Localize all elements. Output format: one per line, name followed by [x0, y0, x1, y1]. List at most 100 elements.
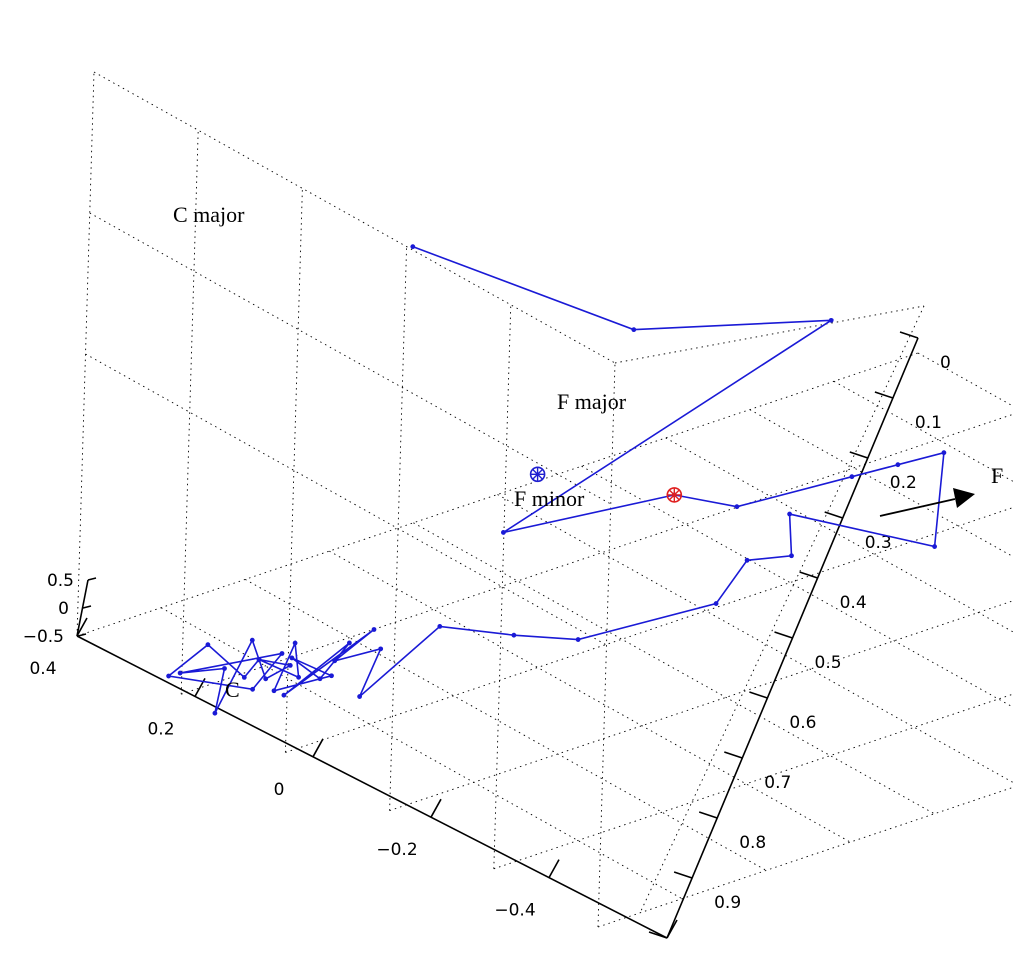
- grid-line-c: [389, 600, 1013, 812]
- c-tick-label: 0.2: [147, 719, 174, 739]
- f-tick-label: 0.9: [714, 893, 741, 913]
- axis-line-z: [76, 579, 89, 637]
- grid-line-wall-mid: [89, 212, 611, 505]
- trajectory-point: [177, 670, 183, 676]
- grid-line-rim: [614, 305, 925, 364]
- grid-lines: [76, 71, 1013, 928]
- grid-line-f: [581, 465, 1013, 708]
- grid-line-wall: [493, 304, 512, 869]
- trajectory-point: [511, 632, 517, 638]
- grid-line-wall: [76, 71, 95, 637]
- trajectory-point: [317, 676, 323, 682]
- trajectory-point: [849, 474, 855, 480]
- f-tick-label: 0.7: [764, 773, 791, 793]
- axes: [76, 331, 919, 939]
- grid-line-c: [493, 693, 1013, 870]
- f-tick-mark: [774, 631, 793, 639]
- grid-line-wall: [284, 188, 303, 753]
- trajectory-point: [932, 544, 937, 549]
- trajectory-point: [222, 666, 227, 671]
- f-tick-mark: [799, 571, 818, 579]
- c-tick-label: −0.4: [494, 901, 535, 921]
- f-tick-mark: [673, 871, 693, 879]
- grid-line-f: [497, 494, 1013, 783]
- trajectory-point: [410, 244, 416, 250]
- trajectory-point: [575, 637, 581, 642]
- f-tick-mark: [648, 931, 668, 939]
- trajectory-point: [713, 601, 719, 606]
- f-tick-label: 0: [940, 353, 951, 373]
- f-direction-arrow: [879, 488, 975, 517]
- grid-line-wall: [180, 130, 199, 695]
- grid-line-c: [285, 507, 1013, 753]
- tick-labels: 0.40.20−0.2−0.4−0.600.10.20.30.40.50.60.…: [23, 353, 951, 955]
- c-tick-label: 0.4: [29, 659, 56, 679]
- grid-line-f: [665, 437, 1013, 633]
- c-tick-label: −0.2: [376, 840, 417, 860]
- key-marker-f-major: [666, 487, 683, 503]
- f-tick-label: 1: [689, 953, 700, 955]
- trajectory-point: [279, 651, 285, 656]
- trajectory-point: [256, 657, 262, 662]
- grid-line-f: [329, 550, 851, 843]
- trajectory-point: [271, 688, 277, 694]
- trajectory-point: [378, 646, 384, 652]
- trajectory-point: [347, 640, 352, 646]
- grid-line-f: [160, 607, 683, 900]
- z-tick-label: 0: [58, 599, 69, 619]
- z-tick-mark: [87, 577, 97, 581]
- f-tick-mark: [698, 811, 718, 819]
- f-tick-mark: [849, 451, 869, 459]
- z-tick-mark: [82, 605, 92, 609]
- trajectory-point: [895, 462, 901, 468]
- c-tick-mark: [76, 617, 88, 637]
- z-tick-label: 0.5: [47, 571, 74, 591]
- z-tick-mark: [77, 633, 87, 637]
- c-tick-label: 0: [274, 780, 285, 800]
- grid-line-f: [833, 380, 1013, 482]
- grid-line-f: [917, 352, 1013, 407]
- trajectory-point: [357, 694, 362, 699]
- trajectory-series: [166, 244, 947, 716]
- f-tick-mark: [724, 751, 743, 759]
- trajectory-point: [734, 504, 740, 510]
- grid-line-rim-drop: [639, 305, 925, 914]
- trajectory-point: [212, 710, 218, 716]
- key-marker-f-minor: [529, 466, 546, 483]
- trajectory-point: [501, 530, 506, 535]
- grid-line-f: [749, 409, 1013, 558]
- trajectory-point: [332, 658, 338, 664]
- grid-line-c: [597, 786, 1013, 928]
- key-points: [529, 466, 683, 503]
- annotation-f-minor: F minor: [514, 486, 585, 511]
- trajectory-point: [744, 557, 750, 563]
- trajectory-point: [296, 674, 301, 680]
- grid-line-wall-mid: [85, 353, 607, 646]
- annotation-f-major: F major: [557, 389, 627, 414]
- f-tick-label: 0.6: [789, 713, 816, 733]
- grid-line-wall: [597, 362, 616, 928]
- f-tick-mark: [824, 511, 843, 519]
- trajectory-point: [631, 327, 637, 333]
- f-tick-label: 0.5: [815, 653, 842, 673]
- trajectory-point: [329, 673, 334, 679]
- trajectory-point: [166, 673, 172, 679]
- f-tick-label: 0.1: [915, 413, 942, 433]
- trajectory-point: [292, 640, 298, 646]
- f-tick-label: 0.4: [840, 593, 867, 613]
- axis-label-f: F: [991, 463, 1003, 488]
- trajectory-point: [287, 663, 293, 668]
- trajectory-point: [289, 655, 295, 661]
- f-tick-mark: [899, 331, 919, 339]
- c-tick-mark: [548, 859, 560, 878]
- grid-line-wall-top: [93, 71, 616, 364]
- grid-line-f: [413, 522, 935, 815]
- axis-line-c: [76, 635, 668, 939]
- trajectory-point: [241, 675, 247, 680]
- f-tick-mark: [749, 691, 768, 699]
- f-tick-label: 0.2: [890, 473, 917, 493]
- f-tick-label: 0.3: [865, 533, 892, 553]
- axis-label-c: C: [225, 677, 240, 702]
- c-tick-mark: [430, 798, 442, 818]
